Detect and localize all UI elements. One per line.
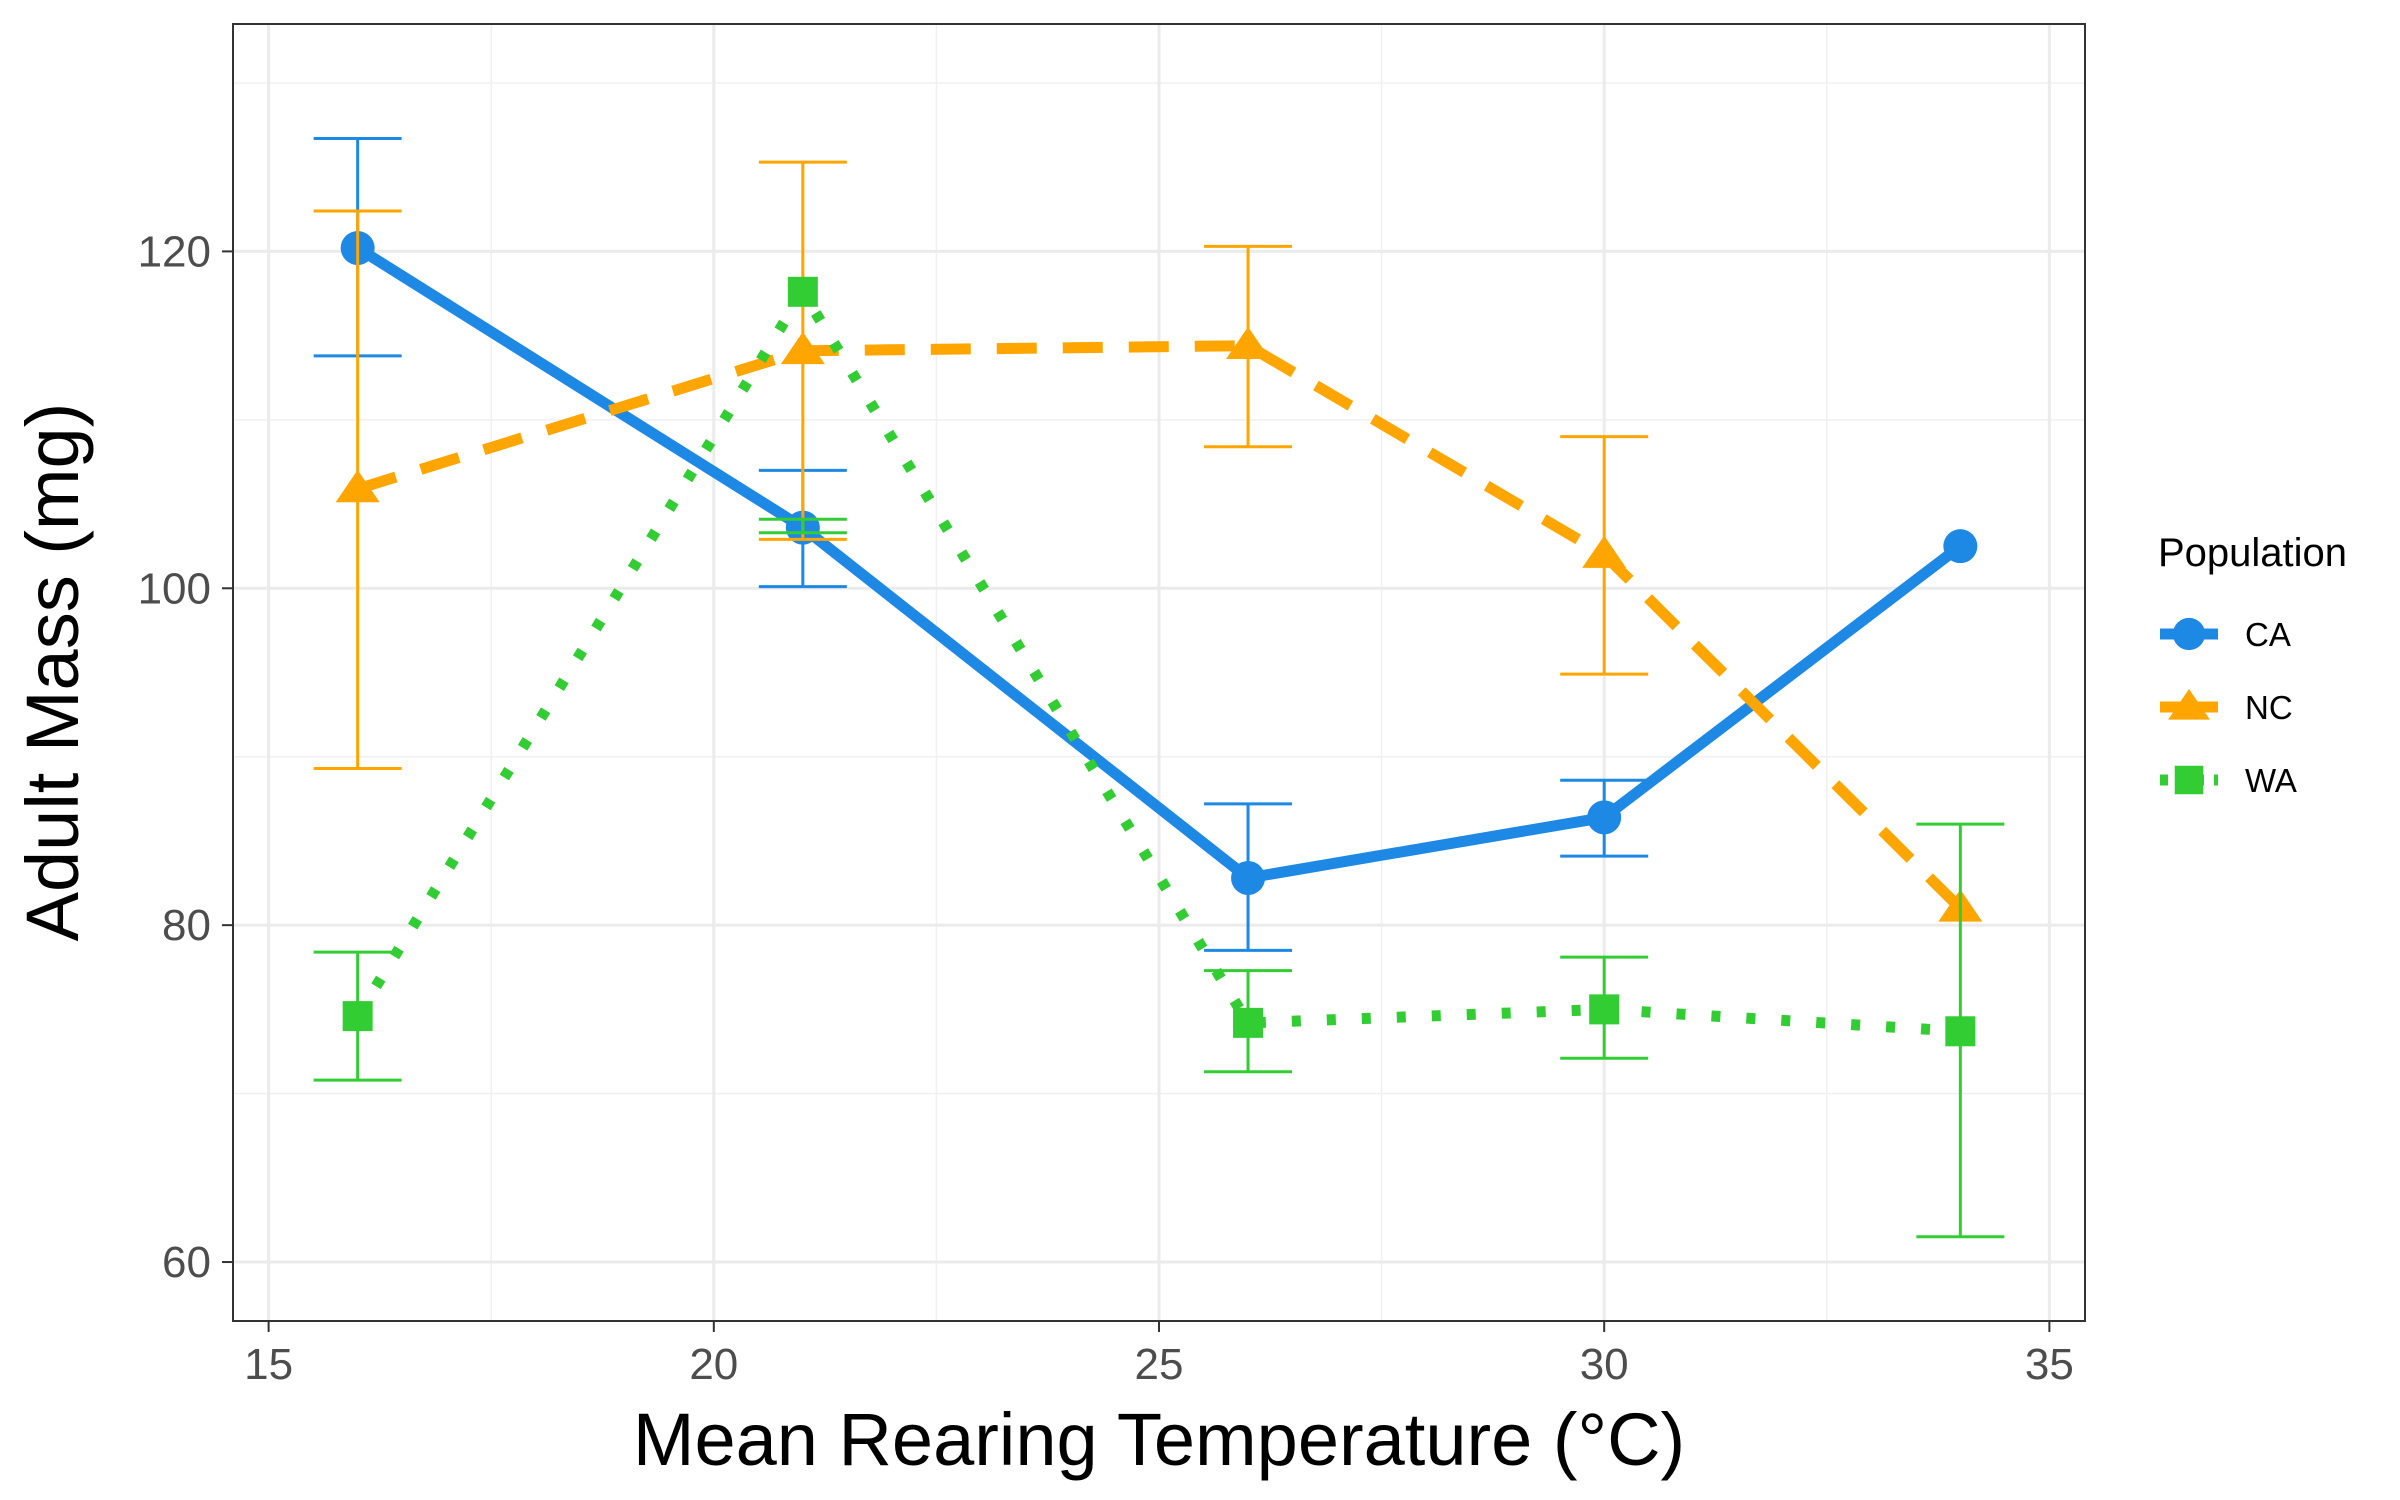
point-NC bbox=[1226, 326, 1271, 360]
point-NC bbox=[335, 469, 380, 503]
legend-keys: CA NC WA bbox=[2160, 616, 2297, 799]
legend-marker-WA bbox=[2174, 765, 2204, 795]
legend-title: Population bbox=[2158, 531, 2347, 575]
y-tick-label: 80 bbox=[162, 901, 211, 950]
legend-item-NC: NC bbox=[2160, 688, 2293, 726]
legend-label-WA: WA bbox=[2245, 762, 2297, 799]
legend-label-CA: CA bbox=[2245, 616, 2291, 653]
legend-item-CA: CA bbox=[2160, 616, 2291, 653]
legend: Population CA NC WA bbox=[2158, 531, 2347, 799]
y-tick-label: 120 bbox=[138, 227, 211, 276]
legend-marker-CA bbox=[2172, 617, 2206, 651]
grid-major bbox=[233, 24, 2085, 1321]
legend-marker-NC bbox=[2168, 688, 2210, 720]
y-axis-title: Adult Mass (mg) bbox=[11, 403, 94, 942]
y-tick-label: 60 bbox=[162, 1238, 211, 1287]
series-layer bbox=[313, 137, 2005, 1239]
point-WA bbox=[342, 1001, 373, 1032]
series-NC bbox=[313, 160, 1983, 922]
point-NC bbox=[780, 331, 825, 365]
legend-label-NC: NC bbox=[2245, 689, 2293, 726]
point-WA bbox=[787, 276, 818, 307]
x-axis-title: Mean Rearing Temperature (°C) bbox=[633, 1398, 1685, 1481]
legend-item-WA: WA bbox=[2160, 762, 2297, 799]
x-tick-label: 15 bbox=[244, 1340, 293, 1389]
x-tick-label: 25 bbox=[1135, 1340, 1184, 1389]
point-WA bbox=[1233, 1007, 1264, 1038]
point-WA bbox=[1589, 994, 1620, 1025]
point-CA bbox=[1231, 860, 1266, 895]
x-tick-label: 30 bbox=[1580, 1340, 1629, 1389]
y-tick-label: 100 bbox=[138, 564, 211, 613]
x-tick-label: 35 bbox=[2025, 1340, 2074, 1389]
series-line-WA bbox=[353, 286, 1961, 1037]
series-WA bbox=[313, 276, 2005, 1239]
point-CA bbox=[1943, 529, 1978, 564]
point-NC bbox=[1582, 535, 1627, 568]
point-WA bbox=[1945, 1016, 1976, 1047]
axis-ticks: 15 20 25 30 35 60 80 100 120 bbox=[138, 227, 2074, 1389]
x-tick-label: 20 bbox=[689, 1340, 738, 1389]
point-CA bbox=[1587, 800, 1622, 835]
series-CA bbox=[313, 137, 1978, 952]
series-line-NC bbox=[356, 340, 1965, 913]
